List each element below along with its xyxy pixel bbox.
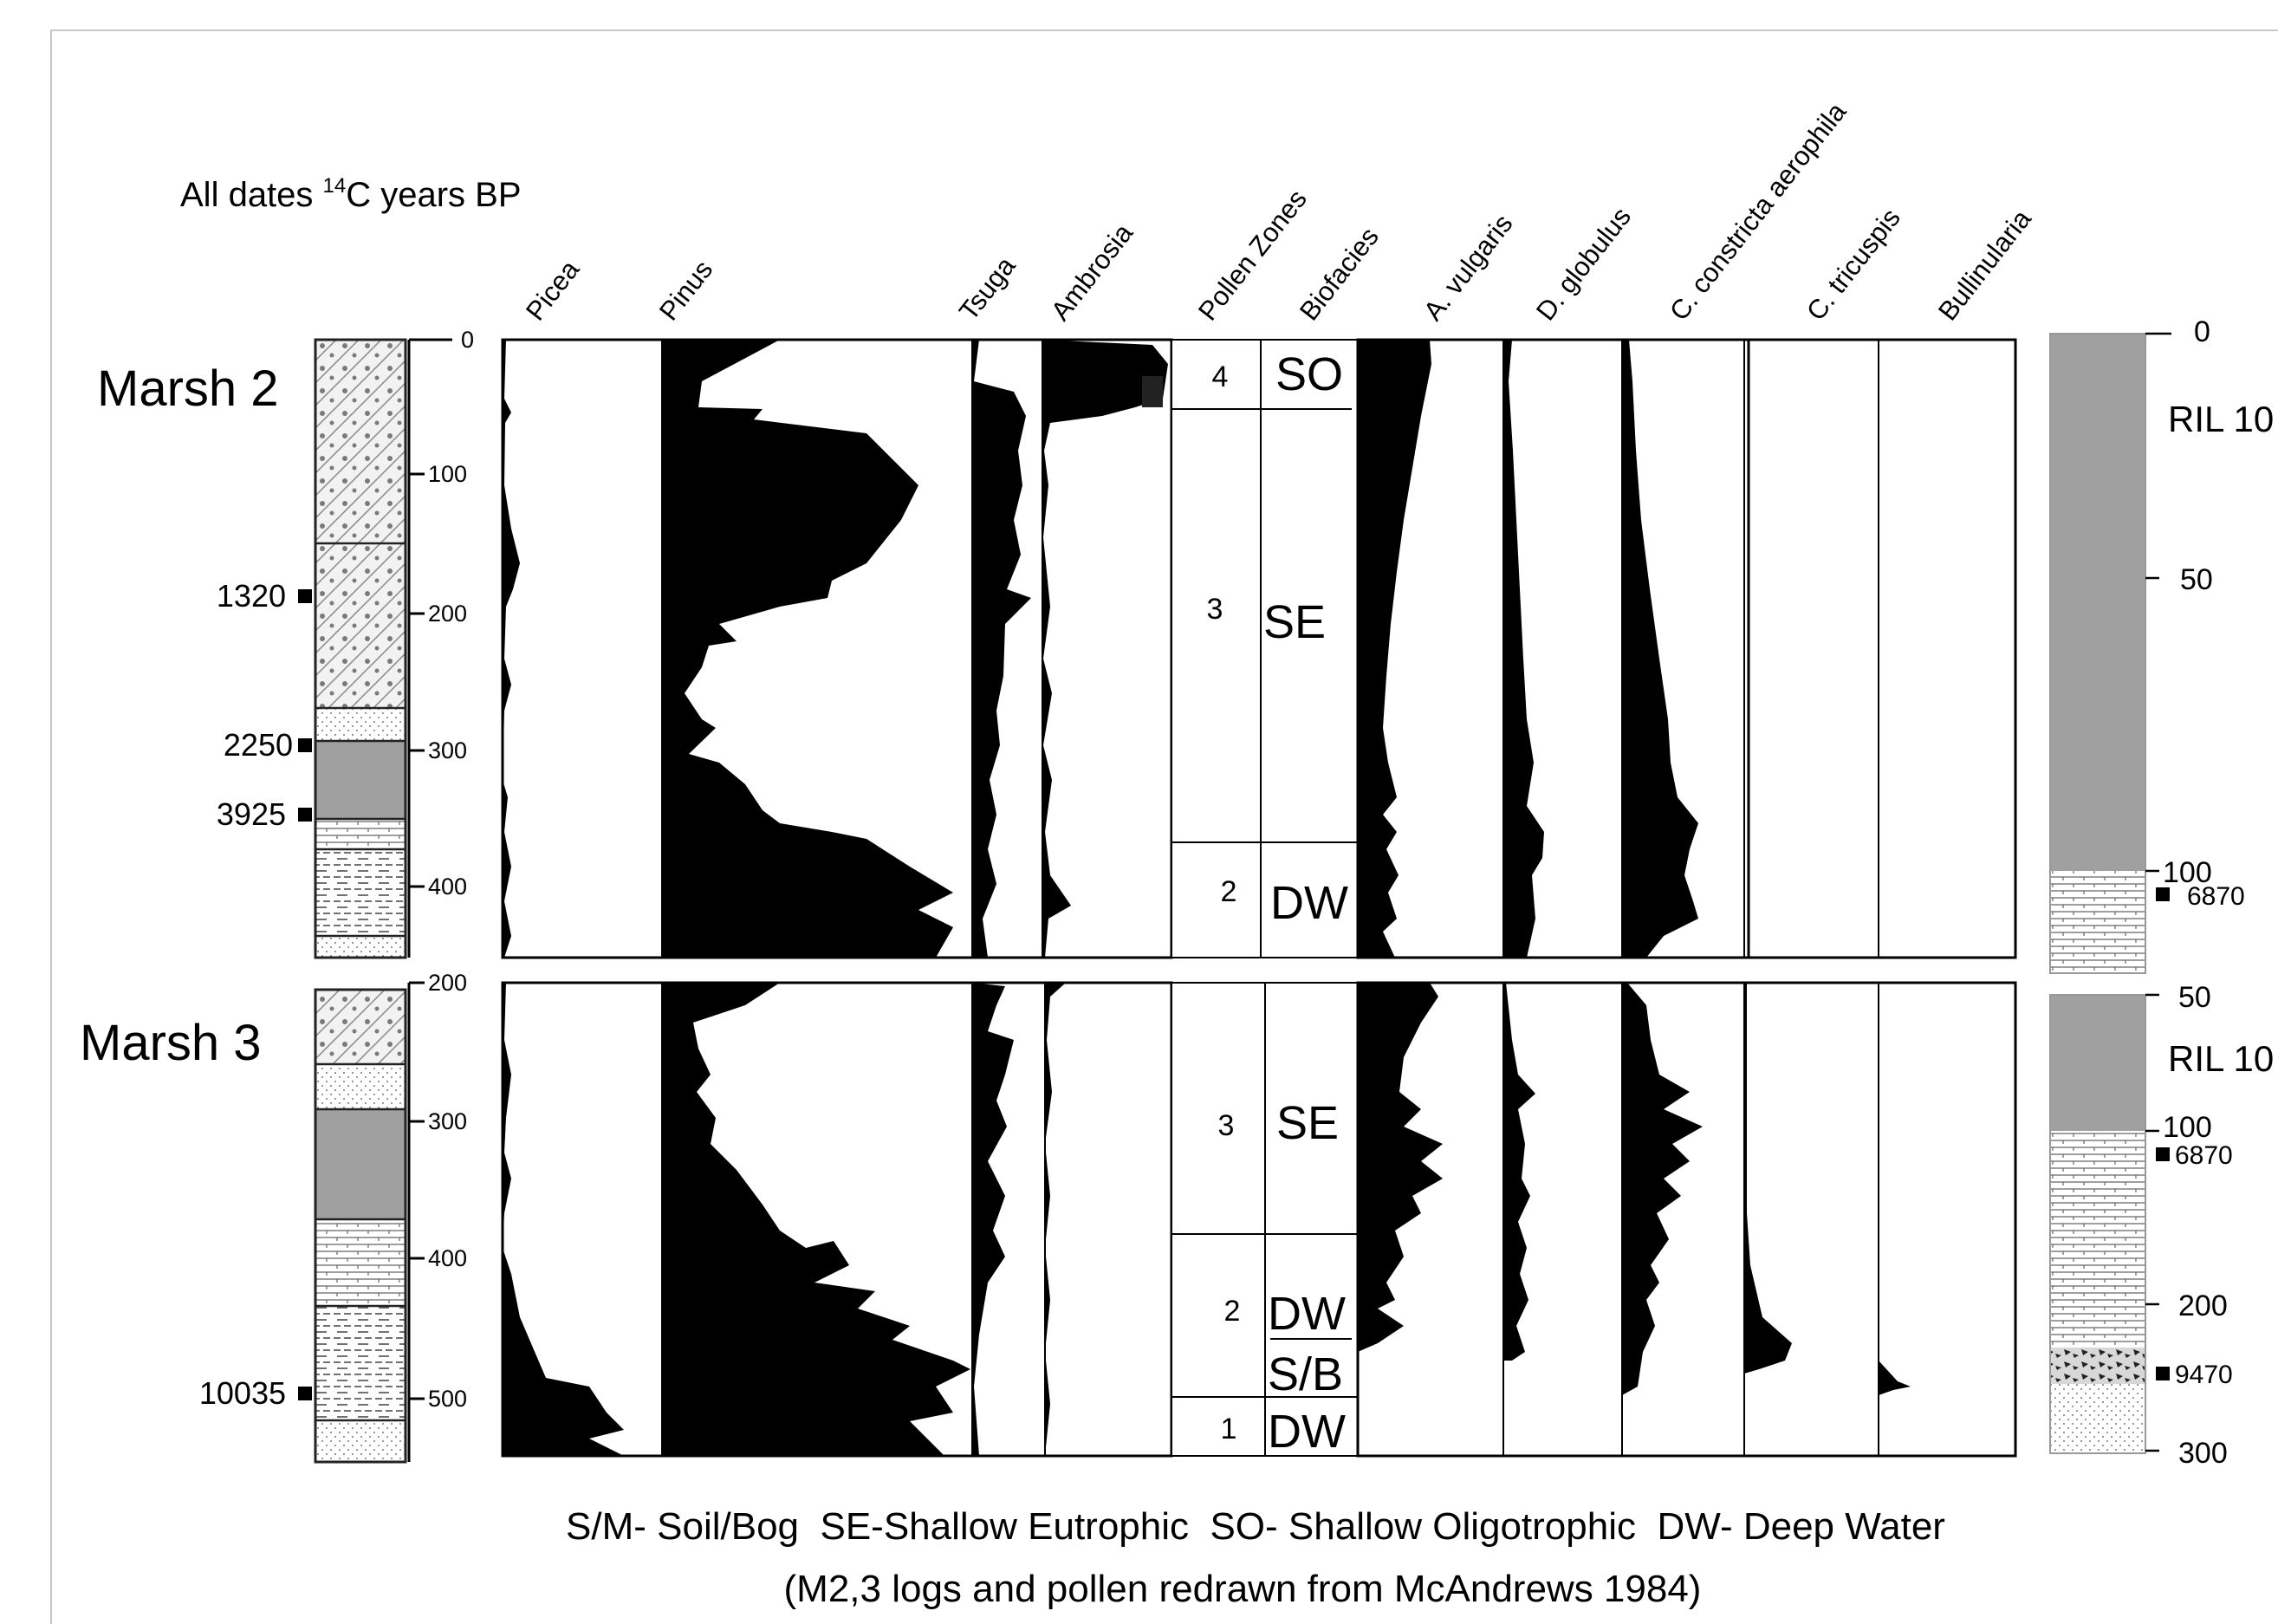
m3-bullinularia-curve: [1879, 1361, 1911, 1395]
m3-tick-500: 500: [428, 1386, 467, 1412]
ril-bottom-tick-100: 100: [2163, 1111, 2212, 1144]
m2-pinus-curve: [662, 340, 953, 958]
ril-bottom-tick-300: 300: [2178, 1437, 2228, 1470]
m3-a-vulgaris-curve: [1358, 983, 1443, 1352]
m3-biofacies-dw2: DW: [1268, 1406, 1346, 1458]
ril-bottom-date-9470: 9470: [2175, 1361, 2233, 1389]
marsh2-dates: 1320 2250 3925: [217, 578, 312, 832]
m2-zone-3: 3: [1207, 593, 1223, 626]
m3-biofacies-dw: DW: [1268, 1288, 1346, 1340]
header-pollen-zones: Pollen Zones: [1192, 184, 1313, 326]
m2-c-constricta-curve: [1622, 340, 1698, 958]
m3-biofacies-sb: S/B: [1268, 1348, 1343, 1400]
marsh2-diatom-panel: [1356, 338, 2017, 959]
header-pinus: Pinus: [653, 255, 718, 327]
marsh3-diatom-panel: [1356, 981, 2017, 1458]
marsh3-zones-panel: 3 2 1 SE DW S/B DW: [1171, 982, 1359, 1458]
column-headers: Picea Pinus Tsuga Ambrosia Pollen Zones …: [520, 96, 2037, 326]
m2-date-1320: 1320: [217, 578, 286, 614]
ril-top-core: 0 50 100 RIL 10 6870: [2049, 315, 2274, 974]
m3-date-10035: 10035: [199, 1375, 286, 1411]
m3-picea-curve: [503, 983, 624, 1456]
m2-a-vulgaris-curve: [1358, 340, 1431, 958]
dates-note: All dates 14C years BP: [180, 174, 522, 214]
m3-d-globulus-curve: [1503, 983, 1535, 1361]
m2-zone-2: 2: [1221, 875, 1237, 908]
marsh3-pollen-panel: [501, 981, 1173, 1458]
marsh2-depth-axis: 0 100 200 300 400: [407, 327, 474, 958]
m2-biofacies-se: SE: [1263, 596, 1326, 648]
m3-tick-300: 300: [428, 1108, 467, 1134]
figure-frame: [50, 29, 2278, 1624]
ril-top-tick-100: 100: [2163, 856, 2212, 889]
ril-bottom-label: RIL 10: [2168, 1038, 2274, 1079]
header-ambrosia: Ambrosia: [1045, 218, 1139, 326]
m2-tick-0: 0: [461, 327, 474, 353]
marsh2-pollen-panel: [501, 338, 1173, 959]
m2-date-2250: 2250: [224, 727, 293, 763]
m2-tsuga-curve: [972, 340, 1031, 958]
ril-top-tick-50: 50: [2180, 563, 2213, 596]
marsh3-lithology-log: [314, 988, 407, 1464]
m3-c-constricta-curve: [1622, 983, 1703, 1395]
footer-credit: (M2,3 logs and pollen redrawn from McAnd…: [784, 1568, 1702, 1610]
m2-tick-200: 200: [428, 601, 467, 627]
m3-zone-2: 2: [1224, 1295, 1241, 1328]
m2-tick-100: 100: [428, 461, 467, 487]
marsh2-lithology-log: [314, 338, 407, 959]
footer-legend: S/M- Soil/Bog SE-Shallow Eutrophic SO- S…: [566, 1505, 1945, 1548]
m3-tick-400: 400: [428, 1245, 467, 1271]
m2-picea-curve: [503, 340, 520, 958]
ril-bottom-tick-50: 50: [2178, 981, 2211, 1014]
header-d-globulus: D. globulus: [1530, 202, 1637, 327]
m2-ambrosia-curve: [1042, 340, 1168, 958]
header-tsuga: Tsuga: [953, 250, 1022, 326]
m2-tick-300: 300: [428, 737, 467, 763]
ril-bottom-tick-200: 200: [2178, 1289, 2228, 1322]
m2-tick-400: 400: [428, 874, 467, 900]
m3-tsuga-curve: [972, 983, 1014, 1456]
marsh2-zones-panel: 4 3 2 SO SE DW: [1171, 339, 1359, 958]
m3-pinus-curve: [662, 983, 970, 1456]
header-picea: Picea: [520, 254, 586, 326]
marsh3-dates: 10035: [199, 1375, 312, 1411]
m3-tick-200: 200: [428, 970, 467, 996]
m3-ambrosia-curve: [1045, 983, 1066, 1456]
m3-biofacies-se: SE: [1276, 1097, 1339, 1149]
m3-zone-1: 1: [1221, 1413, 1237, 1445]
m2-biofacies-dw: DW: [1270, 877, 1348, 929]
marsh3-depth-axis: 200 300 400 500: [407, 970, 467, 1462]
ril-top-date-6870: 6870: [2187, 882, 2245, 911]
m2-zone-4: 4: [1212, 361, 1229, 393]
header-a-vulgaris: A. vulgaris: [1418, 209, 1519, 327]
marsh2-label: Marsh 2: [97, 361, 279, 417]
header-bullinularia: Bullinularia: [1932, 204, 2037, 327]
ril-bottom-core: 50 100 200 300 RIL 10 6870 9470: [2049, 981, 2274, 1470]
header-c-tricuspis: C. tricuspis: [1801, 203, 1906, 326]
m2-date-3925: 3925: [217, 796, 286, 832]
m3-c-tricuspis-curve: [1744, 983, 1792, 1374]
ril-top-label: RIL 10: [2168, 399, 2274, 439]
m2-biofacies-so: SO: [1275, 348, 1343, 400]
marsh3-label: Marsh 3: [80, 1015, 262, 1071]
ril-bottom-date-6870: 6870: [2175, 1141, 2233, 1170]
m2-d-globulus-curve: [1503, 340, 1544, 958]
header-biofacies: Biofacies: [1294, 222, 1385, 327]
ril-top-tick-0: 0: [2194, 315, 2210, 348]
m3-zone-3: 3: [1218, 1109, 1235, 1142]
